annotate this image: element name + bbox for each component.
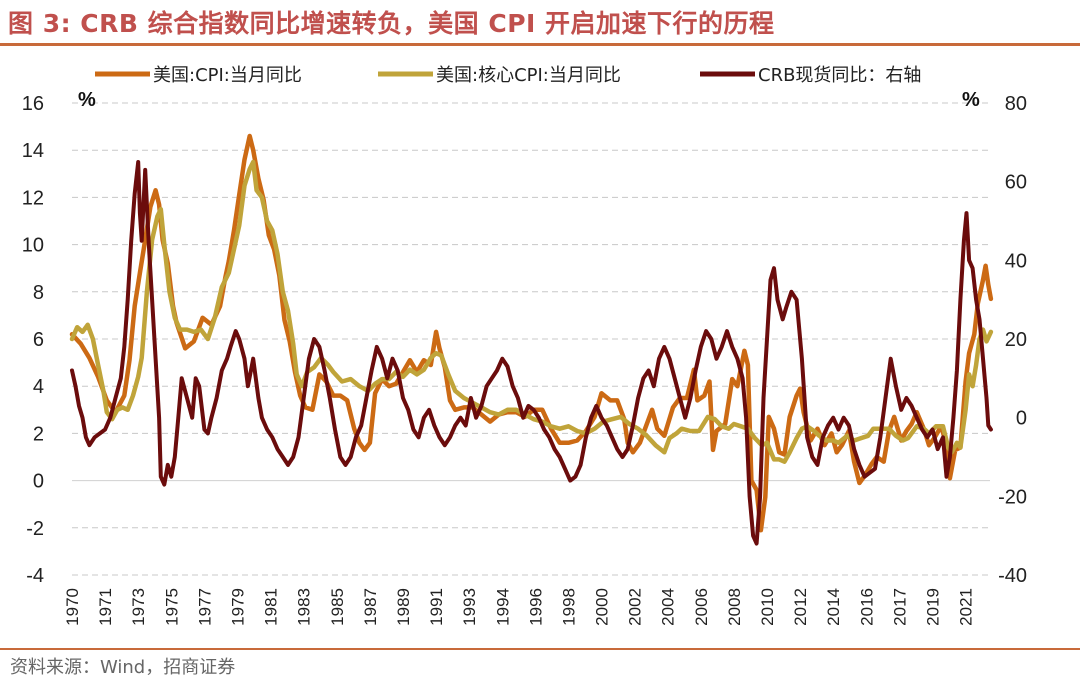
left-tick-label: 16	[22, 93, 44, 115]
x-tick-label: 2006	[692, 588, 711, 626]
x-tick-label: 1985	[328, 588, 347, 626]
legend-label-0: 美国:CPI:当月同比	[153, 65, 302, 86]
title-rule	[0, 43, 1080, 46]
x-tick-label: 1975	[162, 588, 181, 626]
left-tick-label: 0	[33, 471, 44, 493]
left-axis: -4 -2 0 2 4 6 8 10 12 14 16	[22, 93, 44, 587]
x-tick-label: 2016	[857, 588, 876, 626]
x-tick-label: 1989	[394, 588, 413, 626]
x-tick-label: 1994	[493, 588, 512, 626]
source-rule	[0, 648, 1080, 650]
right-axis-unit: %	[962, 89, 980, 111]
x-tick-label: 1973	[129, 588, 148, 626]
left-tick-label: 12	[22, 187, 44, 209]
gridlines	[72, 102, 990, 576]
left-tick-label: 10	[22, 235, 44, 257]
x-tick-label: 1981	[262, 588, 281, 626]
x-tick-label: 2012	[791, 588, 810, 626]
x-tick-label: 1970	[63, 588, 82, 626]
left-tick-label: 8	[33, 282, 44, 304]
right-axis: -40 -20 0 20 40 60 80	[998, 93, 1027, 587]
x-tick-label: 1998	[560, 588, 579, 626]
x-tick-label: 1983	[295, 588, 314, 626]
x-tick-label: 2010	[758, 588, 777, 626]
right-tick-label: 80	[1005, 93, 1027, 115]
x-axis: 1970 1971 1973 1975 1977 1979 1981 1983 1985 1987…	[63, 588, 976, 626]
left-axis-unit: %	[78, 89, 96, 111]
left-tick-label: 2	[33, 423, 44, 445]
series-lines	[69, 133, 994, 546]
right-tick-label: 20	[1005, 329, 1027, 351]
right-tick-label: 40	[1005, 250, 1027, 272]
x-tick-label: 2002	[626, 588, 645, 626]
x-tick-label: 1987	[361, 588, 380, 626]
x-tick-label: 2004	[659, 588, 678, 626]
x-tick-label: 1979	[229, 588, 248, 626]
left-tick-label: -4	[26, 565, 44, 587]
right-tick-label: -20	[998, 486, 1027, 508]
left-tick-label: 14	[22, 140, 44, 162]
x-tick-label: 2017	[890, 588, 909, 626]
right-tick-label: -40	[998, 565, 1027, 587]
source-note: 资料来源：Wind，招商证券	[10, 657, 236, 678]
x-tick-label: 2021	[957, 588, 976, 626]
figure-title: 图 3: CRB 综合指数同比增速转负，美国 CPI 开启加速下行的历程	[8, 9, 775, 38]
x-tick-label: 2014	[824, 588, 843, 626]
right-tick-label: 0	[1016, 408, 1027, 430]
left-tick-label: 4	[33, 376, 44, 398]
x-tick-label: 1991	[427, 588, 446, 626]
x-tick-label: 1977	[195, 588, 214, 626]
legend: 美国:CPI:当月同比 美国:核心CPI:当月同比 CRB现货同比：右轴	[95, 65, 921, 86]
x-tick-label: 2008	[725, 588, 744, 626]
x-tick-label: 1996	[526, 588, 545, 626]
left-tick-label: -2	[26, 518, 44, 540]
series-line-2	[70, 160, 993, 546]
legend-label-2: CRB现货同比：右轴	[758, 65, 921, 86]
legend-label-1: 美国:核心CPI:当月同比	[436, 65, 621, 86]
series-line-1	[69, 159, 994, 464]
left-tick-label: 6	[33, 329, 44, 351]
x-tick-label: 2000	[593, 588, 612, 626]
right-tick-label: 60	[1005, 172, 1027, 194]
x-tick-label: 1993	[460, 588, 479, 626]
x-tick-label: 1971	[96, 588, 115, 626]
x-tick-label: 2019	[924, 588, 943, 626]
